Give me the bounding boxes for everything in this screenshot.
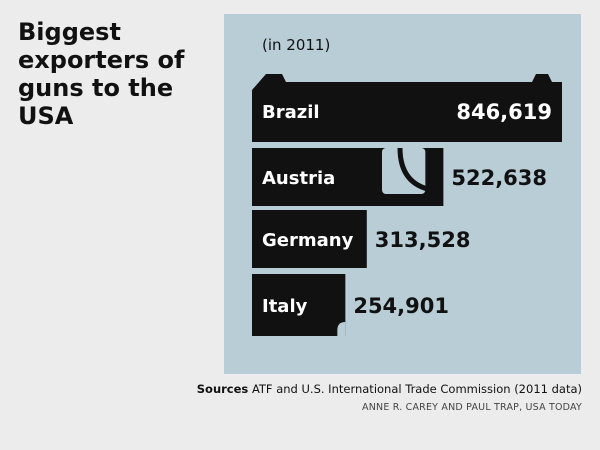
category-label-austria: Austria [262,168,335,189]
source-label: Sources [196,382,249,396]
gun-bar-chart: Brazil 846,619 Austria 522,638 Germany 313,52… [252,74,562,336]
value-label-germany: 313,528 [375,228,471,252]
value-label-italy: 254,901 [353,294,449,318]
source-note: Sources ATF and U.S. International Trade… [197,382,582,396]
chart-panel: (in 2011) Brazil 846,619 Austria 522,638 Ger… [224,14,581,374]
trigger-icon [397,147,433,193]
category-label-italy: Italy [262,296,308,317]
value-label-brazil: 846,619 [456,100,552,124]
bar-germany [252,210,367,268]
value-label-austria: 522,638 [451,166,547,190]
chart-title: Biggest exporters of guns to the USA [18,18,185,130]
bar-brazil [252,74,562,142]
grip-notch [337,322,346,336]
chart-subtitle: (in 2011) [262,36,331,54]
category-label-germany: Germany [262,230,354,251]
bar-italy [252,274,346,336]
credit-line: ANNE R. CAREY AND PAUL TRAP, USA TODAY [362,402,582,413]
category-label-brazil: Brazil [262,102,320,123]
source-text: ATF and U.S. International Trade Commiss… [251,382,582,396]
